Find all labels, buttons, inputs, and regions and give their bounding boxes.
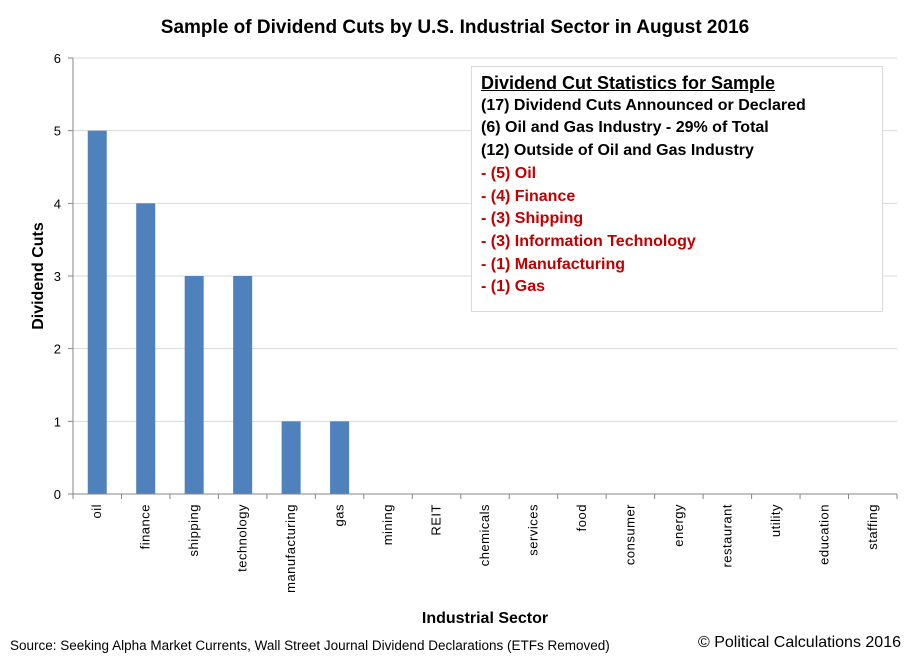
y-tick-label: 0 bbox=[54, 487, 61, 502]
stat-line: (17) Dividend Cuts Announced or Declared bbox=[481, 96, 806, 114]
x-tick-label: finance bbox=[138, 504, 153, 549]
x-tick-label: utility bbox=[768, 504, 783, 537]
y-tick-label: 2 bbox=[54, 342, 61, 357]
bar-oil bbox=[87, 130, 107, 494]
x-tick-label: food bbox=[574, 504, 589, 531]
x-tick-label: services bbox=[525, 504, 540, 556]
x-tick-label: technology bbox=[235, 504, 250, 572]
x-tick-label: restaurant bbox=[719, 504, 734, 568]
bar-shipping bbox=[184, 276, 204, 494]
copyright-note: © Political Calculations 2016 bbox=[697, 634, 901, 651]
x-axis-label: Industrial Sector bbox=[422, 610, 548, 627]
bar-technology bbox=[233, 276, 253, 494]
statistics-box: Dividend Cut Statistics for Sample (17) … bbox=[471, 66, 883, 312]
stat-sector-line: - (3) Information Technology bbox=[481, 232, 696, 250]
stat-sector-line: - (3) Shipping bbox=[481, 210, 584, 228]
x-tick-label: staffing bbox=[865, 504, 880, 550]
stat-sector-line: - (5) Oil bbox=[481, 164, 537, 182]
x-tick-label: shipping bbox=[186, 504, 201, 556]
bars bbox=[87, 130, 350, 495]
chart-title: Sample of Dividend Cuts by U.S. Industri… bbox=[161, 17, 749, 38]
y-tick-label: 6 bbox=[54, 51, 61, 66]
x-tick-label: gas bbox=[332, 504, 347, 526]
stat-line: (6) Oil and Gas Industry - 29% of Total bbox=[481, 119, 769, 137]
axes: 0 1 2 3 4 5 6 oil finance shipping technology manuf… bbox=[54, 51, 898, 593]
y-tick-label: 4 bbox=[54, 196, 61, 211]
x-tick-label: mining bbox=[380, 504, 395, 545]
bar-manufacturing bbox=[281, 421, 301, 494]
y-tick-label: 3 bbox=[54, 269, 61, 284]
stat-line: (12) Outside of Oil and Gas Industry bbox=[481, 142, 754, 160]
bar-finance bbox=[136, 203, 156, 495]
stat-sector-line: - (4) Finance bbox=[481, 187, 576, 205]
y-tick-label: 1 bbox=[54, 414, 61, 429]
x-tick-label: consumer bbox=[622, 504, 637, 565]
x-tick-label: REIT bbox=[429, 504, 444, 536]
y-axis-label: Dividend Cuts bbox=[30, 222, 47, 330]
statistics-heading: Dividend Cut Statistics for Sample bbox=[481, 73, 776, 93]
y-tick-label: 5 bbox=[54, 124, 61, 139]
x-tick-label: energy bbox=[671, 504, 686, 547]
stat-sector-line: - (1) Gas bbox=[481, 278, 546, 296]
x-tick-label: oil bbox=[89, 504, 104, 519]
source-note: Source: Seeking Alpha Market Currents, W… bbox=[10, 638, 610, 653]
x-tick-label: manufacturing bbox=[283, 504, 298, 593]
bar-gas bbox=[330, 421, 350, 494]
x-tick-label: education bbox=[816, 504, 831, 565]
stat-sector-line: - (1) Manufacturing bbox=[481, 255, 625, 273]
x-tick-label: chemicals bbox=[477, 504, 492, 566]
